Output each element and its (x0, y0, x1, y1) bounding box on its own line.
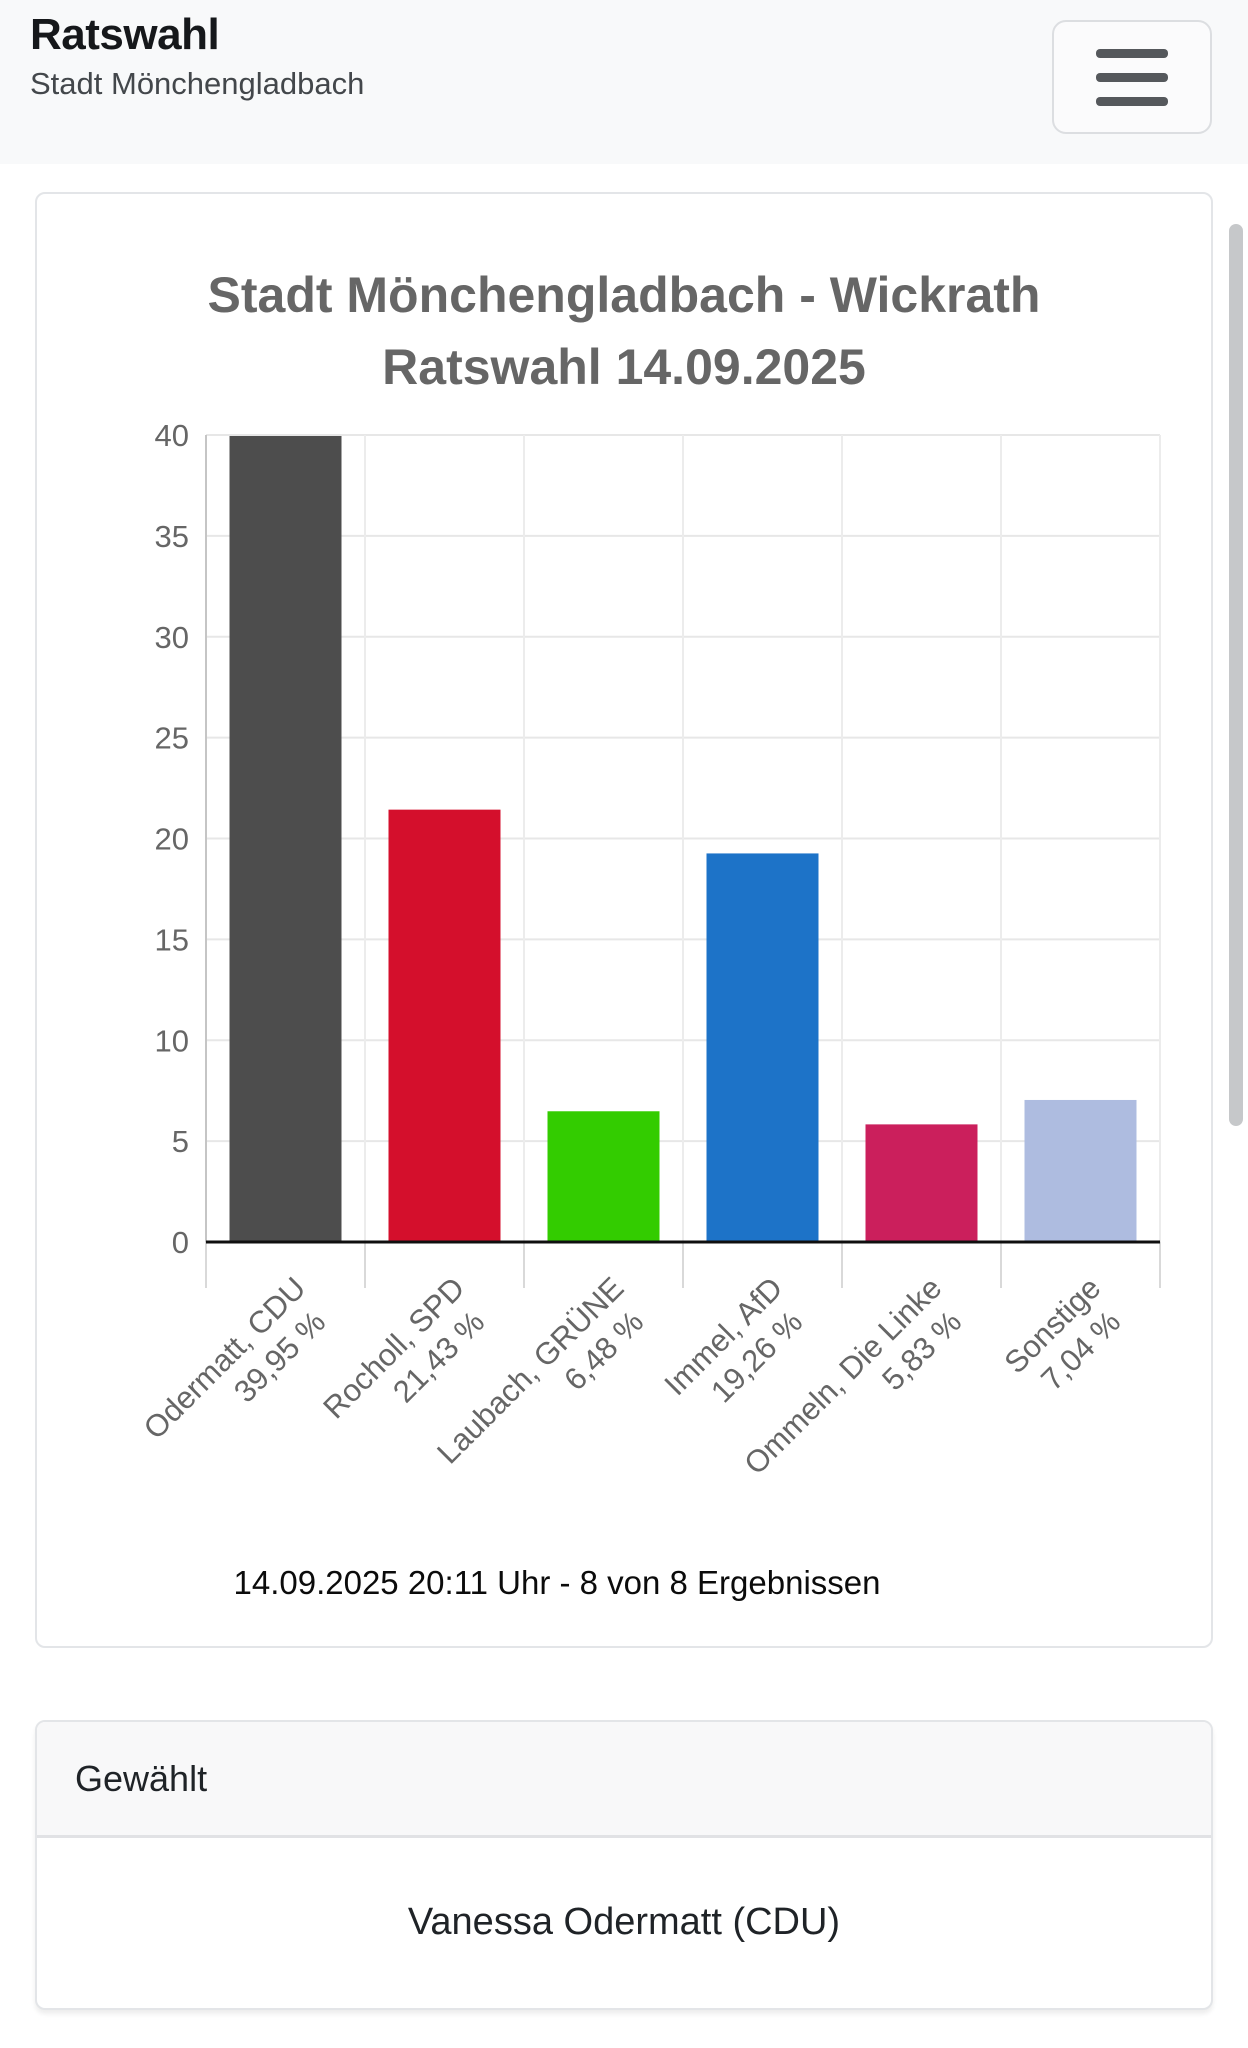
chart-bar (706, 853, 819, 1242)
scrollbar-thumb[interactable] (1229, 224, 1243, 1126)
chart-caption: 14.09.2025 20:11 Uhr - 8 von 8 Ergebniss… (234, 1564, 881, 1601)
app-title: Ratswahl (30, 10, 220, 59)
chart-bar (547, 1111, 660, 1242)
menu-toggle-button[interactable] (1052, 20, 1212, 134)
hamburger-icon (1096, 96, 1168, 106)
y-axis-tick-label: 30 (155, 620, 189, 655)
chart-bar (1024, 1099, 1137, 1242)
elected-person-name: Vanessa Odermatt (CDU) (407, 1901, 841, 1943)
y-axis-tick-label: 5 (172, 1124, 189, 1159)
chart-bar (229, 436, 342, 1242)
chart-bar (865, 1124, 978, 1242)
y-axis-tick-label: 20 (155, 822, 189, 857)
y-axis-tick-label: 35 (155, 519, 189, 554)
results-chart-card: Stadt Mönchengladbach - Wickrath Ratswah… (35, 192, 1213, 1648)
elected-card-header: Gewählt (37, 1722, 1211, 1838)
chart-title-line-2: Ratswahl 14.09.2025 (382, 339, 866, 395)
navbar: Ratswahl Stadt Mönchengladbach (0, 0, 1248, 164)
bar-chart: Stadt Mönchengladbach - Wickrath Ratswah… (137, 267, 1161, 1601)
hamburger-icon (1096, 48, 1168, 58)
y-axis-tick-label: 40 (155, 418, 189, 453)
y-axis-tick-label: 0 (172, 1225, 189, 1260)
y-axis-tick-label: 25 (155, 721, 189, 756)
elected-card: Gewählt Vanessa Odermatt (CDU) (35, 1720, 1213, 2010)
x-axis-category-label: Laubach, GRÜNE6,48 % (430, 1270, 657, 1497)
x-axis-category-label: Odermatt, CDU39,95 % (137, 1270, 340, 1473)
y-axis-tick-label: 10 (155, 1023, 189, 1058)
app-subtitle: Stadt Mönchengladbach (30, 66, 365, 101)
y-axis-tick-label: 15 (155, 922, 189, 957)
x-axis-category-label: Sonstige7,04 % (997, 1270, 1134, 1407)
hamburger-icon (1096, 72, 1168, 82)
chart-title-line-1: Stadt Mönchengladbach - Wickrath (208, 267, 1041, 323)
chart-bar (388, 809, 501, 1242)
